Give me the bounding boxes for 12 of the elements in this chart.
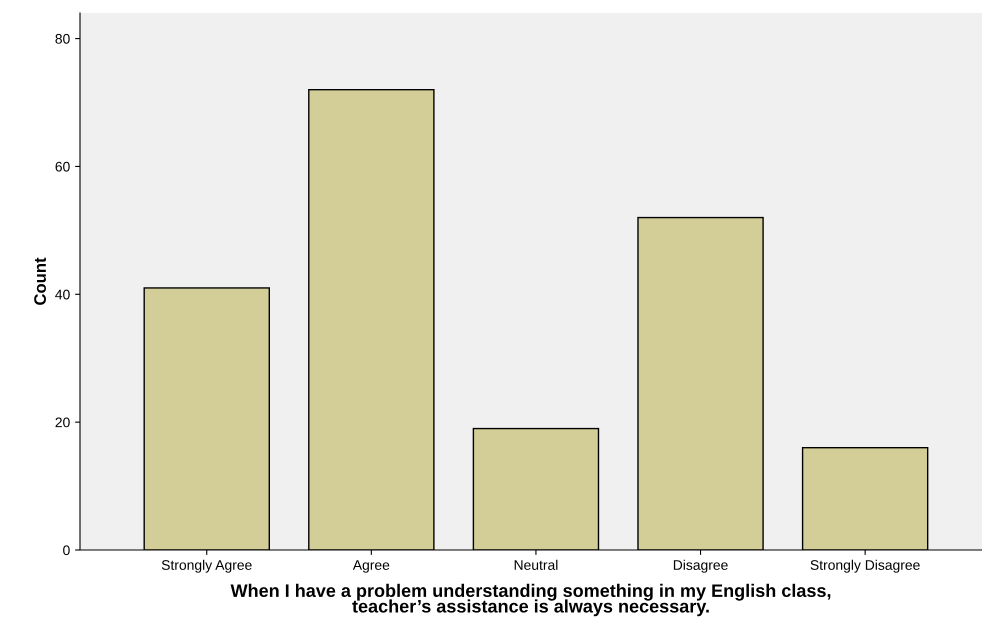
y-axis-title: Count — [34, 258, 46, 305]
y-tick-label: 20 — [56, 417, 70, 428]
x-tick-label: Disagree — [674, 560, 728, 573]
x-tick-label: Strongly Agree — [162, 560, 252, 573]
x-axis-title: When I have a problem understanding something in my English class, teacher’s assistance is always necessary. — [230, 584, 830, 616]
x-tick-label: Strongly Disagree — [810, 560, 920, 573]
x-tick-label: Agree — [352, 560, 390, 573]
y-tick-label: 40 — [55, 290, 70, 300]
y-tick-label: 0 — [63, 545, 70, 556]
y-tick-label: 60 — [56, 162, 70, 172]
x-tick-label: Neutral — [514, 560, 558, 570]
y-tick-label: 80 — [55, 34, 70, 44]
